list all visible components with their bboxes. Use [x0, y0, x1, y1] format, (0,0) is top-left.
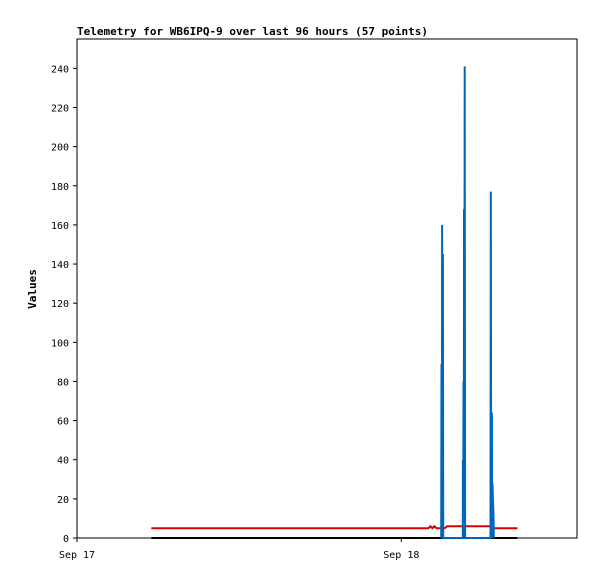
y-tick-label: 100 [51, 338, 69, 349]
y-axis-label: Values [26, 269, 39, 309]
chart-title: Telemetry for WB6IPQ-9 over last 96 hour… [77, 25, 428, 38]
y-tick-label: 220 [51, 103, 69, 114]
y-tick-label: 120 [51, 299, 69, 310]
y-tick-label: 60 [57, 417, 69, 428]
x-tick-label: Sep 18 [383, 550, 419, 561]
y-tick-label: 240 [51, 64, 69, 75]
series-layer [151, 66, 518, 539]
y-tick-label: 20 [57, 495, 69, 506]
x-axis: Sep 17 Sep 18 [59, 538, 419, 561]
plot-frame [76, 38, 578, 539]
y-axis: 0 20 40 60 80 100 120 140 160 180 200 220 240 [51, 64, 77, 545]
y-tick-label: 200 [51, 143, 69, 154]
y-tick-label: 160 [51, 221, 69, 232]
x-tick-label: Sep 17 [59, 550, 95, 561]
y-tick-label: 140 [51, 260, 69, 271]
y-tick-label: 0 [63, 534, 69, 545]
y-tick-label: 40 [57, 456, 69, 467]
y-tick-label: 80 [57, 377, 69, 388]
series-line-3 [440, 66, 495, 539]
y-tick-label: 180 [51, 182, 69, 193]
